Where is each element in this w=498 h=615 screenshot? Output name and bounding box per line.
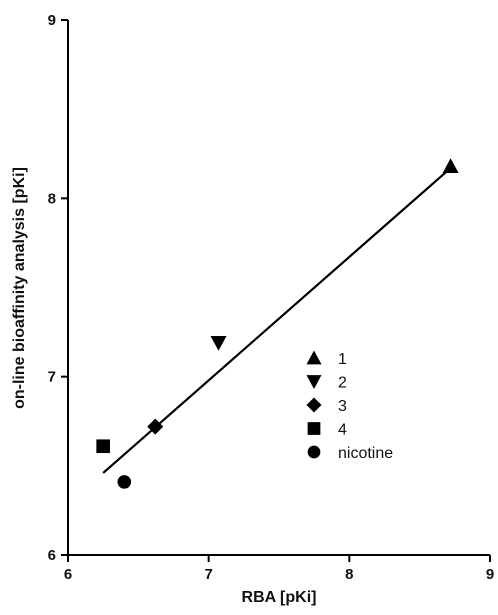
y-tick-label: 6 xyxy=(48,547,56,564)
data-point-3 xyxy=(147,418,164,435)
y-tick-label: 7 xyxy=(48,369,56,386)
x-tick-label: 8 xyxy=(345,566,353,583)
legend-marker-3 xyxy=(306,397,322,413)
ticks: 6 7 8 9 6 7 8 9 xyxy=(48,12,495,583)
legend-label-3: 3 xyxy=(338,398,347,415)
regression-line xyxy=(102,167,452,474)
regression-layer xyxy=(102,167,452,474)
y-axis-title: on-line bioaffinity analysis [pKi] xyxy=(11,167,28,409)
x-tick-label: 6 xyxy=(64,566,72,583)
legend-label-2: 2 xyxy=(338,375,347,392)
legend-marker-1 xyxy=(306,350,322,365)
axes xyxy=(67,20,490,556)
legend-label-1: 1 xyxy=(338,351,347,368)
x-tick-label: 9 xyxy=(486,566,494,583)
data-point-1 xyxy=(442,158,459,174)
data-points xyxy=(96,158,459,489)
data-point-2 xyxy=(210,335,227,351)
y-tick-label: 9 xyxy=(48,12,56,29)
legend-marker-nicotine xyxy=(307,445,321,459)
legend-label-4: 4 xyxy=(338,422,347,439)
x-tick-label: 7 xyxy=(204,566,212,583)
legend-marker-4 xyxy=(307,422,321,435)
legend: 1 2 3 4 nicotine xyxy=(306,350,393,462)
data-point-4 xyxy=(96,439,110,454)
legend-marker-2 xyxy=(306,375,322,389)
legend-label-nicotine: nicotine xyxy=(338,445,393,462)
y-tick-label: 8 xyxy=(48,190,56,207)
x-axis-title: RBA [pKi] xyxy=(242,589,317,606)
data-point-nicotine xyxy=(117,475,132,489)
